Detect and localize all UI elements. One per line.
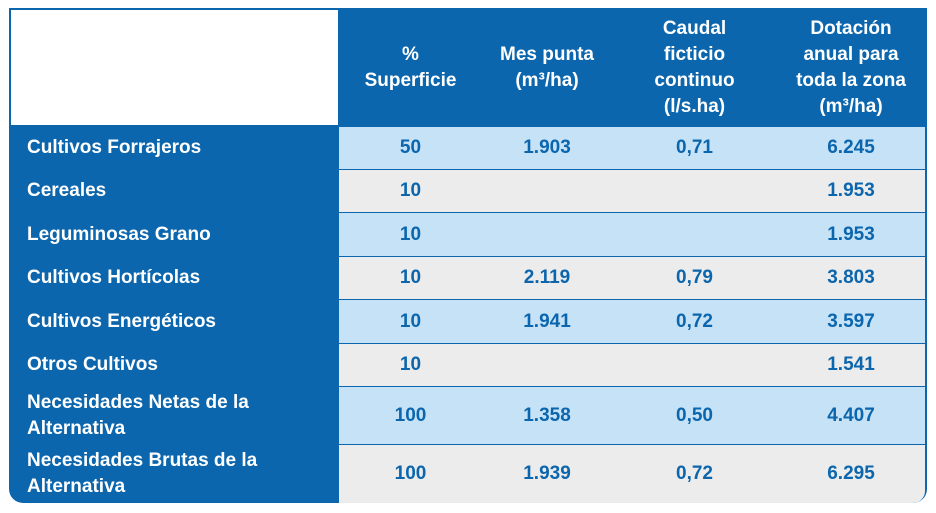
row-label-text: Alternativa — [27, 417, 126, 439]
row-label: Cultivos Forrajeros — [27, 127, 327, 169]
cell-dotacion: 3.597 — [827, 310, 875, 332]
row-label: Necesidades Brutas de la Alternativa — [27, 445, 327, 503]
row-label: Cereales — [27, 170, 327, 212]
row-label-text: Cereales — [27, 180, 107, 201]
header-line: (m³/ha) — [819, 95, 883, 117]
cell-superficie: 10 — [399, 267, 422, 288]
row-label-text: Necesidades Brutas de la — [27, 450, 258, 471]
table-row: Cultivos Energéticos 10 1.941 0,72 3.597 — [9, 300, 927, 343]
cell-caudal: 0,72 — [676, 310, 713, 332]
empty-corner-cell — [11, 10, 338, 125]
cell-caudal — [612, 213, 777, 256]
cell-dotacion: 1.541 — [827, 354, 875, 375]
header-line: toda la zona — [796, 69, 906, 91]
header-line: Mes punta — [500, 43, 594, 65]
row-label: Cultivos Energéticos — [27, 300, 327, 343]
table-row: Leguminosas Grano 10 1.953 — [9, 213, 927, 256]
cell-caudal: 0,50 — [676, 404, 713, 426]
cell-superficie: 100 — [394, 404, 427, 426]
header-line: ficticio — [663, 43, 726, 65]
row-label-text: Leguminosas Grano — [27, 223, 211, 245]
cell-dotacion: 1.953 — [827, 223, 875, 245]
table-row: Cultivos Hortícolas 10 2.119 0,79 3.803 — [9, 257, 927, 299]
data-table: % Superficie Mes punta (m³/ha) Caudal fi… — [9, 8, 927, 503]
header-line: Dotación — [810, 17, 892, 39]
table-row: Otros Cultivos 10 1.541 — [9, 344, 927, 386]
header-line: continuo — [654, 69, 735, 91]
cell-mes-punta — [482, 170, 612, 212]
cell-caudal — [612, 170, 777, 212]
table-row: Cultivos Forrajeros 50 1.903 0,71 6.245 — [9, 127, 927, 169]
cell-mes-punta: 1.903 — [523, 137, 571, 158]
row-label-text: Cultivos Forrajeros — [27, 137, 202, 158]
cell-mes-punta: 1.358 — [523, 404, 571, 426]
header-line: % — [402, 43, 419, 65]
cell-caudal: 0,72 — [676, 463, 713, 484]
cell-dotacion: 3.803 — [827, 267, 875, 288]
cell-dotacion: 6.295 — [827, 463, 875, 484]
header-mes-punta: Mes punta (m³/ha) — [482, 10, 612, 125]
row-label-text: Cultivos Energéticos — [27, 310, 216, 332]
table-row: Necesidades Brutas de la Alternativa 100… — [9, 445, 927, 503]
header-line: (m³/ha) — [515, 69, 579, 91]
cell-superficie: 10 — [399, 180, 422, 201]
cell-superficie: 10 — [399, 354, 422, 375]
header-superficie: % Superficie — [339, 10, 482, 125]
header-line: Superficie — [364, 69, 457, 91]
cell-mes-punta — [482, 344, 612, 386]
row-label: Leguminosas Grano — [27, 213, 327, 256]
cell-mes-punta — [482, 213, 612, 256]
cell-caudal: 0,79 — [676, 267, 713, 288]
cell-mes-punta: 1.941 — [523, 310, 571, 332]
row-label-text: Necesidades Netas de la — [27, 391, 249, 413]
header-caudal: Caudal ficticio continuo (l/s.ha) — [612, 10, 777, 125]
header-line: (l/s.ha) — [663, 95, 726, 117]
header-line: Caudal — [662, 17, 727, 39]
cell-caudal — [612, 344, 777, 386]
cell-dotacion: 4.407 — [827, 404, 875, 426]
row-label-text: Cultivos Hortícolas — [27, 267, 201, 288]
table-row: Cereales 10 1.953 — [9, 170, 927, 212]
cell-mes-punta: 1.939 — [523, 463, 571, 484]
row-label: Otros Cultivos — [27, 344, 327, 386]
cell-superficie: 10 — [399, 310, 422, 332]
row-label-text: Alternativa — [27, 476, 126, 497]
cell-dotacion: 6.245 — [827, 137, 875, 158]
row-label: Cultivos Hortícolas — [27, 257, 327, 299]
row-label: Necesidades Netas de la Alternativa — [27, 387, 327, 444]
cell-superficie: 10 — [399, 223, 422, 245]
header-dotacion: Dotación anual para toda la zona (m³/ha) — [777, 10, 925, 125]
cell-caudal: 0,71 — [676, 137, 713, 158]
cell-dotacion: 1.953 — [827, 180, 875, 201]
cell-superficie: 50 — [399, 137, 422, 158]
row-label-text: Otros Cultivos — [27, 354, 158, 375]
header-line: anual para — [803, 43, 899, 65]
cell-superficie: 100 — [394, 463, 427, 484]
table-row: Necesidades Netas de la Alternativa 100 … — [9, 387, 927, 444]
cell-mes-punta: 2.119 — [523, 267, 571, 288]
